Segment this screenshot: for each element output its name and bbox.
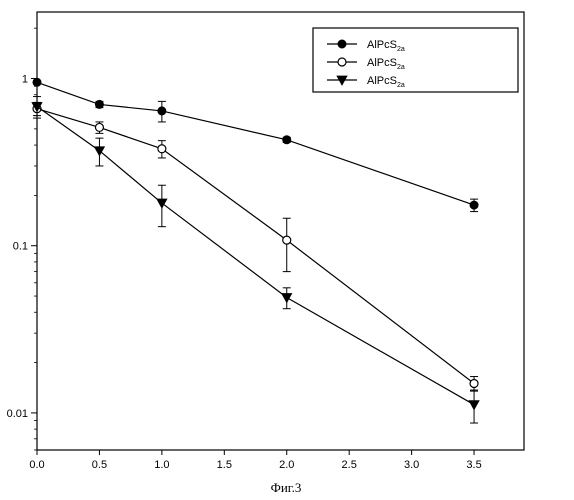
data-point <box>158 107 166 115</box>
x-tick-label: 1.5 <box>217 459 232 471</box>
legend-label-base: AlPcS <box>367 75 397 87</box>
x-tick-label: 1.0 <box>154 459 169 471</box>
data-point <box>469 401 479 410</box>
data-point <box>283 236 291 244</box>
series-3 <box>32 97 479 423</box>
x-tick-label: 3.0 <box>404 459 419 471</box>
data-point <box>338 40 346 48</box>
x-tick-label: 2.5 <box>342 459 357 471</box>
data-point <box>95 123 103 131</box>
y-tick-label: 0.1 <box>13 241 28 253</box>
series-line <box>37 107 474 405</box>
data-point <box>95 100 103 108</box>
data-point <box>283 136 291 144</box>
x-tick-label: 0.0 <box>29 459 44 471</box>
data-point <box>158 145 166 153</box>
series-layer <box>32 78 479 423</box>
series-line <box>37 82 474 205</box>
legend-label-subscript: 2a <box>397 64 405 71</box>
x-tick-label: 2.0 <box>279 459 294 471</box>
x-tick-label: 3.5 <box>466 459 481 471</box>
x-axis: 0.0 0.5 1.0 1.5 2.0 2.5 3.0 3.5 <box>29 450 481 471</box>
y-tick-label: 0.01 <box>7 408 28 420</box>
y-axis: 0.01 0.1 1 <box>7 28 37 450</box>
y-tick-label: 1 <box>22 74 28 86</box>
x-tick-label: 0.5 <box>92 459 107 471</box>
data-point <box>157 199 167 208</box>
data-point <box>470 201 478 209</box>
data-point <box>282 294 292 303</box>
legend-label-subscript: 2a <box>397 46 405 53</box>
legend-label-base: AlPcS <box>367 57 397 69</box>
legend-label-subscript: 2a <box>397 82 405 89</box>
legend-label-base: AlPcS <box>367 39 397 51</box>
data-point <box>33 78 41 86</box>
data-point <box>338 58 346 66</box>
data-point <box>470 379 478 387</box>
legend: AlPcS2aAlPcS2aAlPcS2a <box>313 28 518 92</box>
figure-caption: Фиг.3 <box>271 480 302 495</box>
